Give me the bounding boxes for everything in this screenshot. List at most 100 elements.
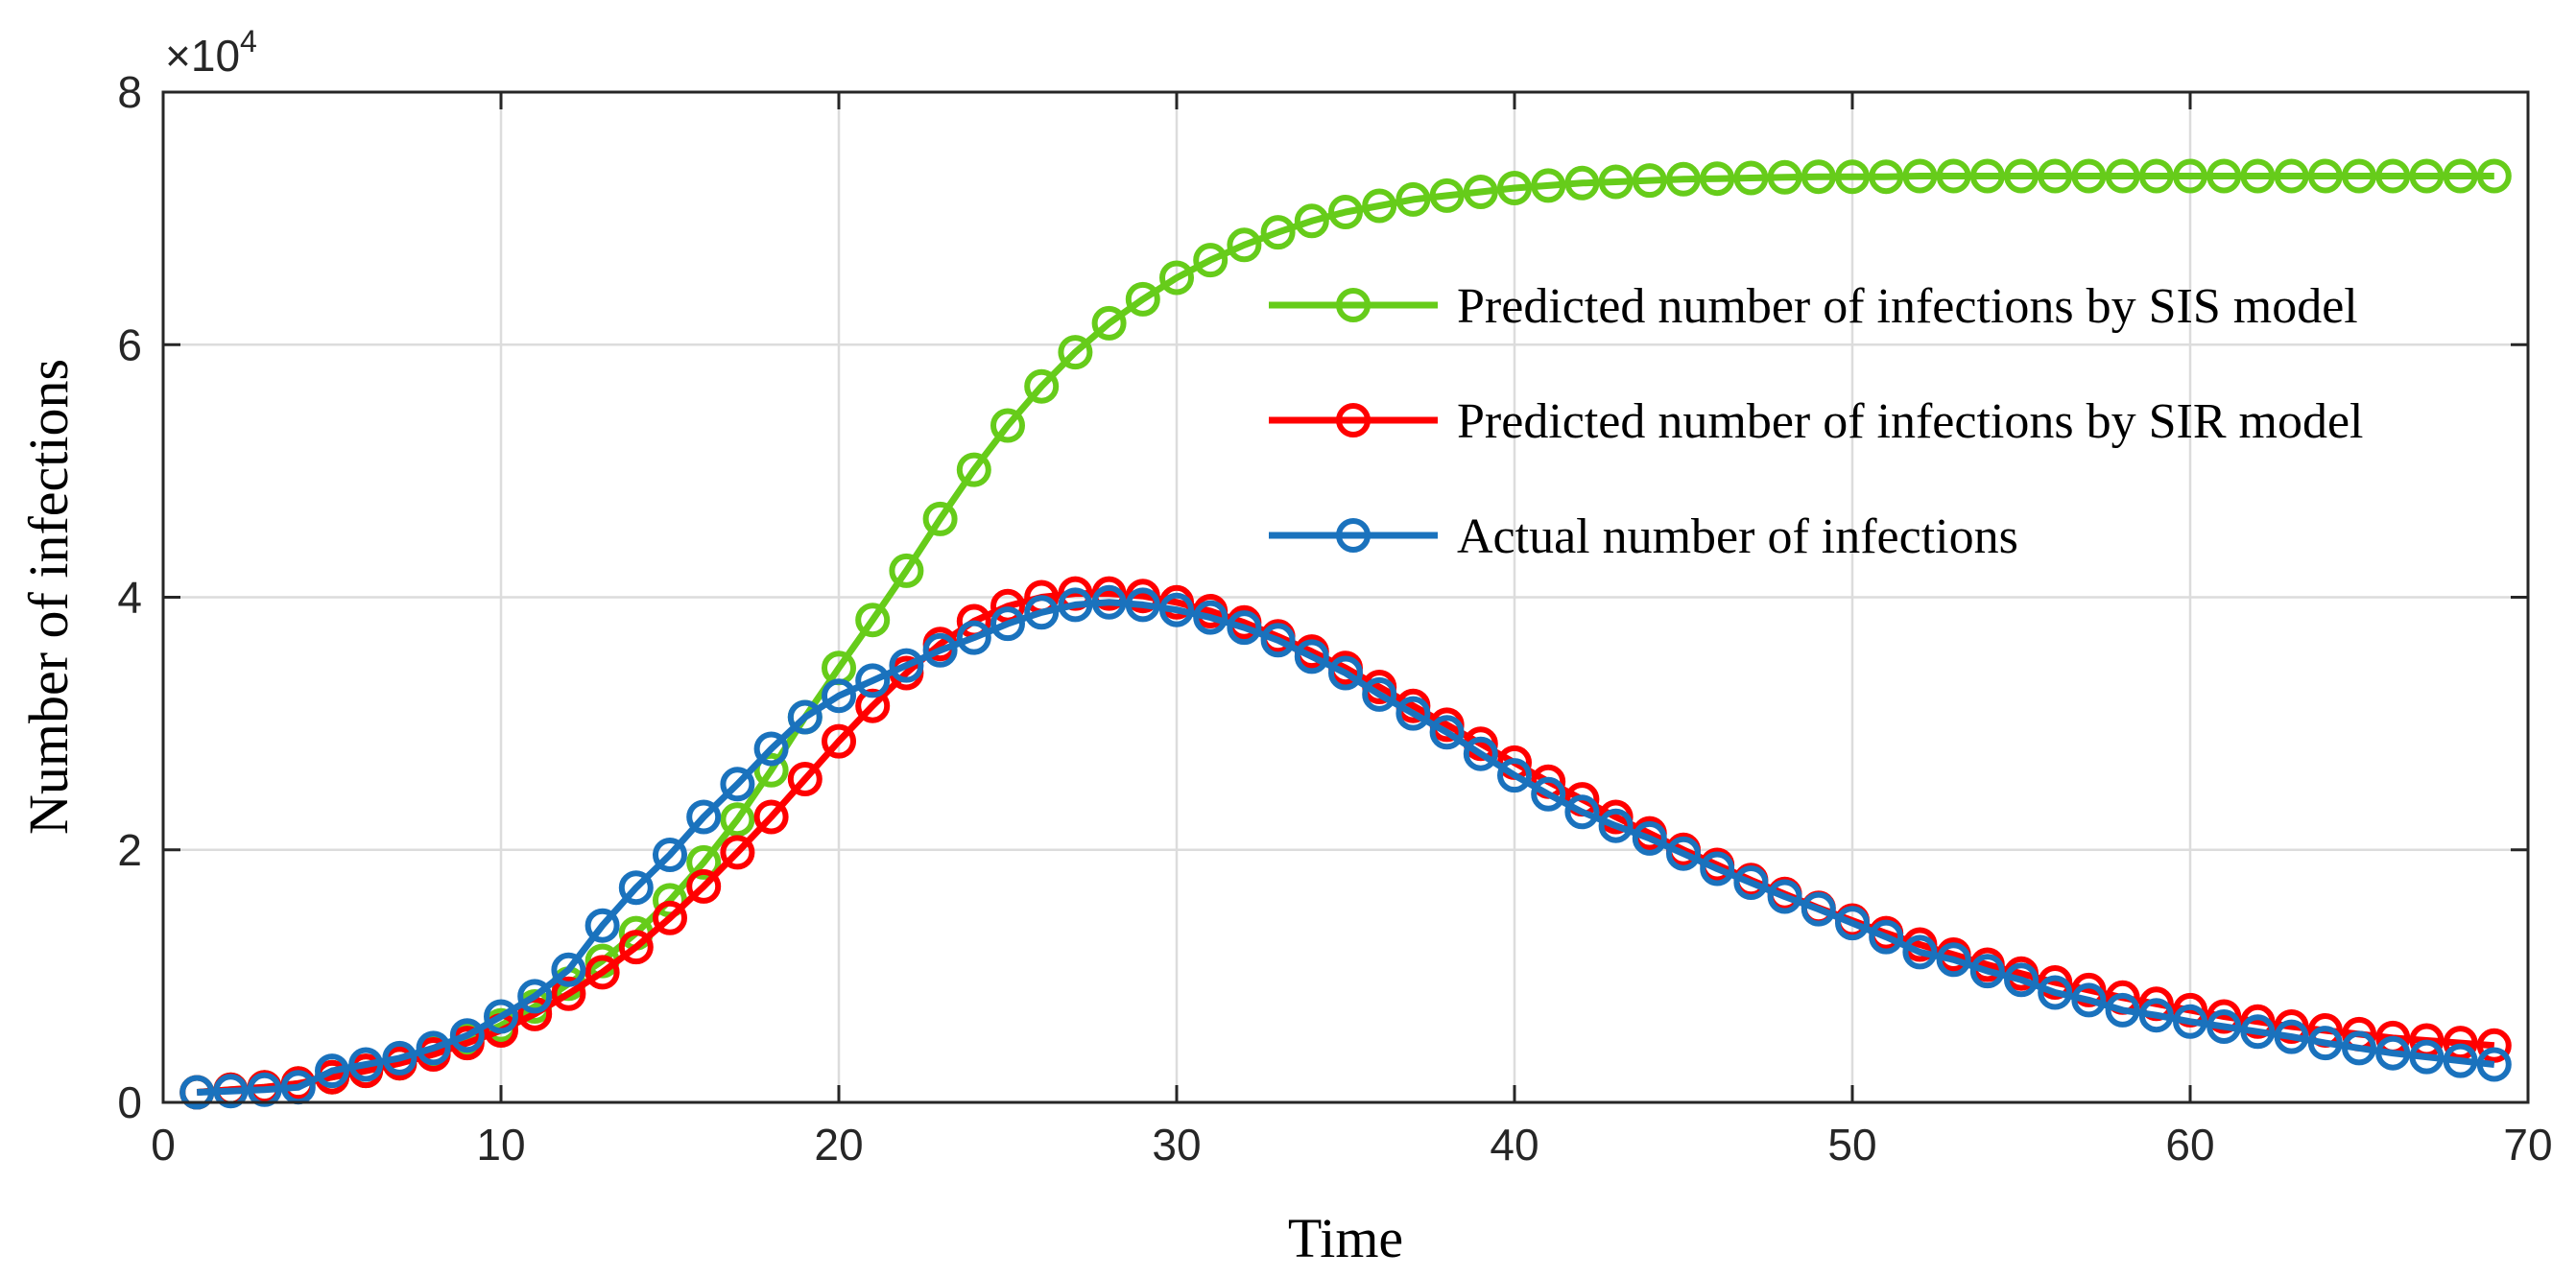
y-tick-label: 2 [117, 825, 142, 875]
data-point [1564, 794, 1600, 830]
data-point [584, 908, 620, 943]
data-point [449, 1018, 485, 1053]
data-point [855, 603, 891, 638]
data-point [1024, 368, 1060, 404]
data-point [2240, 1014, 2276, 1050]
data-point [2240, 1004, 2276, 1039]
x-tick-label: 10 [476, 1120, 525, 1170]
data-point [2274, 158, 2309, 194]
data-point [1531, 776, 1566, 812]
data-point [2409, 158, 2445, 194]
data-point [787, 699, 823, 735]
data-point [2206, 158, 2242, 194]
data-point [889, 553, 924, 588]
x-tick-label: 30 [1152, 1120, 1201, 1170]
data-point [1531, 168, 1566, 203]
data-point [2105, 992, 2140, 1028]
data-point [686, 799, 722, 835]
data-point [922, 632, 958, 668]
data-point [855, 663, 891, 698]
data-point [484, 999, 518, 1034]
data-point [2274, 1009, 2309, 1044]
data-point [2443, 1043, 2478, 1078]
data-point [2038, 158, 2073, 194]
data-point [1733, 865, 1769, 900]
data-point [2071, 158, 2107, 194]
legend-label: Predicted number of infections by SIS mo… [1457, 279, 2358, 334]
data-point [1429, 715, 1465, 750]
data-point [889, 648, 924, 683]
y-multiplier-exponent: 4 [240, 24, 257, 59]
data-point [1429, 177, 1465, 213]
data-point [2038, 975, 2073, 1010]
data-point [1767, 879, 1802, 914]
x-axis-title: Time [1288, 1207, 1403, 1269]
y-tick-label: 6 [117, 319, 142, 369]
data-point [1835, 906, 1870, 941]
data-point [2307, 158, 2343, 194]
data-point [2004, 962, 2039, 998]
data-point [348, 1047, 384, 1082]
data-point [1362, 676, 1397, 712]
data-point [1969, 158, 2005, 194]
data-point [2105, 158, 2140, 194]
data-point [2476, 158, 2512, 194]
data-point [2274, 1019, 2309, 1054]
legend: Predicted number of infections by SIS mo… [1269, 279, 2363, 564]
data-point [2138, 158, 2174, 194]
data-point [1362, 188, 1397, 224]
y-axis-title: Number of infections [17, 359, 80, 835]
data-point [2443, 158, 2478, 194]
data-point [1260, 623, 1296, 658]
legend-entry: Predicted number of infections by SIS mo… [1269, 279, 2358, 334]
data-point [1869, 159, 1904, 195]
data-point [1294, 203, 1329, 239]
data-point [990, 606, 1025, 642]
data-point [2173, 1004, 2207, 1039]
data-point [1902, 934, 1938, 970]
data-point [1969, 954, 2005, 989]
data-point [2240, 158, 2276, 194]
data-point [618, 870, 654, 906]
data-point [213, 1074, 249, 1109]
y-tick-label: 8 [117, 67, 142, 117]
data-point [2476, 1028, 2512, 1063]
data-point [1733, 160, 1769, 196]
data-point [1159, 260, 1194, 296]
y-multiplier-base: ×10 [165, 31, 240, 81]
data-point [1395, 696, 1431, 731]
data-point [2004, 158, 2039, 194]
data-point [1869, 919, 1904, 955]
data-point [956, 620, 991, 655]
data-point [1091, 305, 1127, 341]
data-point [2375, 1035, 2411, 1071]
y-tick-label: 4 [117, 573, 142, 623]
data-point [1801, 891, 1836, 927]
data-point [720, 835, 755, 870]
data-point [1700, 851, 1735, 887]
data-point [584, 955, 620, 990]
data-point [1497, 171, 1532, 205]
x-tick-label: 50 [1827, 1120, 1876, 1170]
data-point [1091, 584, 1127, 620]
ticks: 0 10 20 30 40 50 60 70 0 2 4 6 8 [117, 67, 2552, 1170]
data-point [720, 802, 755, 838]
data-point [517, 979, 553, 1014]
data-point [2173, 158, 2207, 194]
data-point [618, 930, 654, 965]
x-tick-label: 0 [151, 1120, 176, 1170]
y-multiplier: ×104 [165, 24, 257, 81]
data-point [382, 1040, 417, 1076]
legend-marker [1336, 403, 1371, 437]
legend-marker [1336, 288, 1371, 322]
data-point [1193, 243, 1228, 278]
data-point [416, 1030, 451, 1066]
data-point [1497, 758, 1532, 793]
data-point [753, 799, 789, 835]
data-point [1700, 161, 1735, 197]
data-point [686, 844, 722, 880]
data-point [1632, 820, 1667, 856]
data-point [753, 731, 789, 767]
data-point [922, 501, 958, 536]
